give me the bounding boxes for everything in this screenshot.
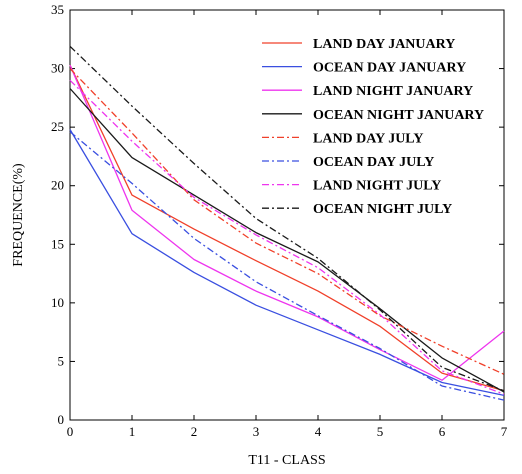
series-line-land-night-july xyxy=(69,79,505,395)
legend-label: LAND NIGHT JULY xyxy=(313,179,441,194)
legend-label: OCEAN NIGHT JULY xyxy=(313,202,452,217)
y-axis-label: FREQUENCE(%) xyxy=(11,163,26,267)
y-tick-label: 5 xyxy=(58,353,65,368)
y-tick-label: 10 xyxy=(51,295,64,310)
series-line-land-night-january xyxy=(69,64,505,381)
series-line-ocean-day-january xyxy=(69,129,505,397)
legend-label: OCEAN NIGHT JANUARY xyxy=(313,108,484,123)
legend-label: LAND NIGHT JANUARY xyxy=(313,84,473,99)
legend-label: LAND DAY JULY xyxy=(313,131,423,146)
y-tick-label: 20 xyxy=(51,178,64,193)
legend-label: LAND DAY JANUARY xyxy=(313,37,455,52)
series-layer xyxy=(69,45,505,401)
series-line-land-day-january xyxy=(69,64,505,392)
y-tick-label: 15 xyxy=(51,236,64,251)
series-line-ocean-night-january xyxy=(69,88,505,393)
chart-legend: LAND DAY JANUARY OCEAN DAY JANUARY LAND NI… xyxy=(262,37,484,217)
y-tick-label: 0 xyxy=(58,412,65,427)
series-line-ocean-night-july xyxy=(69,45,505,392)
x-tick-label: 0 xyxy=(67,424,74,439)
y-tick-label: 25 xyxy=(51,119,64,134)
series-line-ocean-day-july xyxy=(69,131,505,401)
chart-axes: 0 1 2 3 4 5 6 7 0 5 10 15 20 25 30 35 xyxy=(51,2,508,439)
x-tick-label: 6 xyxy=(439,424,446,439)
x-tick-label: 5 xyxy=(377,424,384,439)
x-tick-label: 3 xyxy=(253,424,260,439)
x-tick-label: 4 xyxy=(315,424,322,439)
plot-frame xyxy=(69,9,505,421)
legend-label: OCEAN DAY JULY xyxy=(313,155,434,170)
x-tick-label: 1 xyxy=(129,424,136,439)
y-tick-label: 30 xyxy=(51,61,64,76)
series-line-land-day-july xyxy=(69,68,505,375)
x-axis-label: T11 - CLASS xyxy=(248,453,325,468)
x-tick-label: 7 xyxy=(501,424,508,439)
y-tick-label: 35 xyxy=(51,2,64,17)
legend-label: OCEAN DAY JANUARY xyxy=(313,61,466,76)
x-tick-label: 2 xyxy=(191,424,198,439)
